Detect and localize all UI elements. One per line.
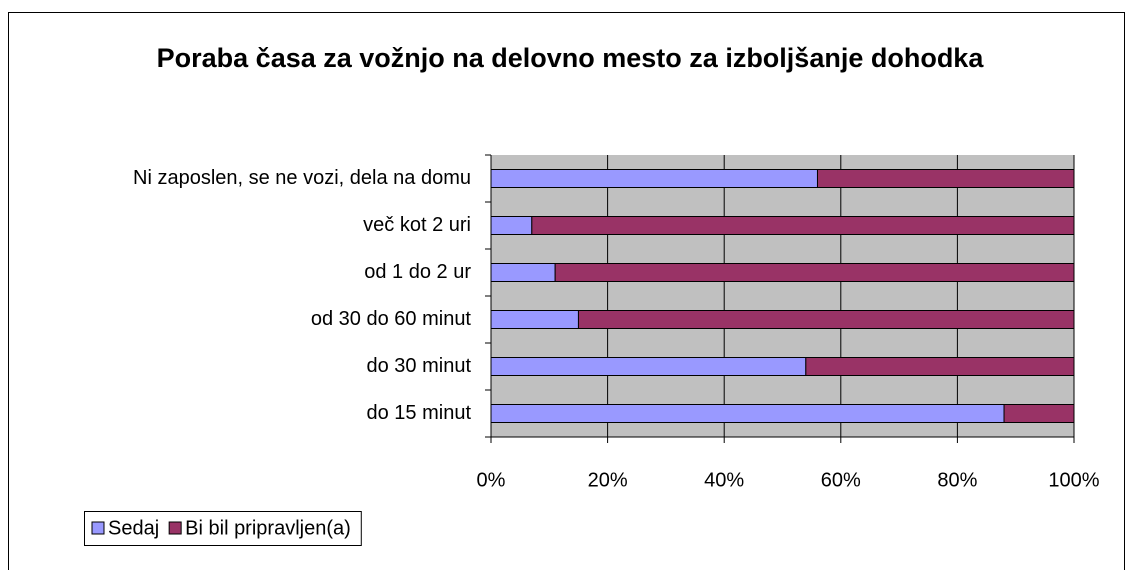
bar-segment	[490, 263, 556, 282]
y-tick-label: več kot 2 uri	[363, 214, 471, 236]
legend-label: Sedaj	[108, 517, 159, 539]
plot-area	[491, 155, 1074, 437]
x-tick-label: 100%	[1048, 469, 1099, 491]
x-tick-label: 80%	[937, 469, 977, 491]
legend-label: Bi bil pripravljen(a)	[185, 517, 351, 539]
bar-segment	[816, 169, 1075, 188]
x-tick-label: 60%	[821, 469, 861, 491]
bar-segment	[554, 263, 1075, 282]
legend-swatch	[168, 521, 182, 535]
y-tick-label: od 30 do 60 minut	[311, 308, 472, 330]
x-tick-label: 40%	[704, 469, 744, 491]
y-tick-label: Ni zaposlen, se ne vozi, dela na domu	[133, 167, 471, 189]
bar-segment	[490, 310, 579, 329]
legend-swatch	[91, 521, 105, 535]
bar-segment	[490, 357, 807, 376]
bar-segment	[805, 357, 1075, 376]
bar-segment	[531, 216, 1075, 235]
bar-segment	[490, 404, 1005, 423]
y-tick-label: do 30 minut	[366, 355, 471, 377]
y-tick-label: do 15 minut	[366, 402, 471, 424]
legend-box	[84, 511, 362, 546]
bar-segment	[490, 216, 533, 235]
bar-segment	[577, 310, 1075, 329]
x-tick-label: 20%	[588, 469, 628, 491]
y-tick-label: od 1 do 2 ur	[364, 261, 471, 283]
x-tick-label: 0%	[477, 469, 506, 491]
chart-title: Poraba časa za vožnjo na delovno mesto z…	[156, 43, 984, 73]
bar-segment	[1003, 404, 1075, 423]
bar-segment	[490, 169, 818, 188]
